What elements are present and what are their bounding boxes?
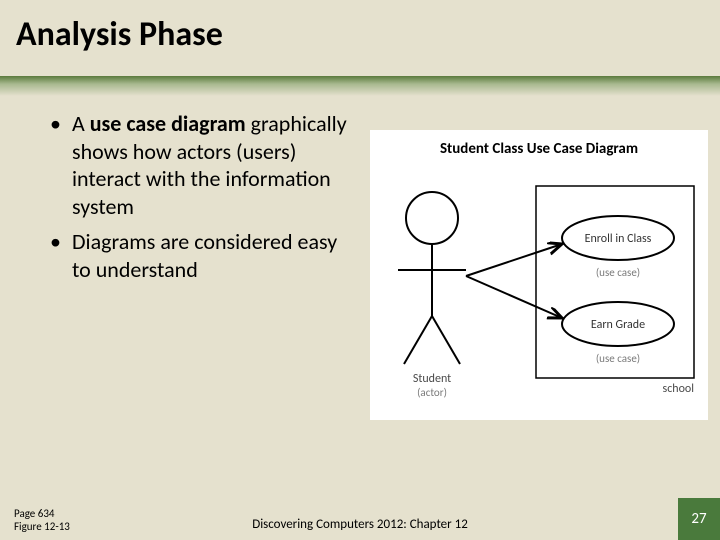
diagram-svg: Student (actor) school Enroll in Class (…: [370, 166, 708, 418]
edge-enroll: [466, 244, 562, 276]
bullet-1-prefix: A: [72, 110, 90, 137]
slide-title: Analysis Phase: [0, 0, 720, 55]
use-case-diagram: Student Class Use Case Diagram Student (…: [370, 130, 708, 420]
actor-label: Student: [413, 372, 451, 386]
bullet-2-text: Diagrams are considered easy to understa…: [72, 228, 337, 283]
page-number-badge: 27: [678, 498, 720, 540]
footer-center: Discovering Computers 2012: Chapter 12: [0, 517, 720, 532]
edge-earn: [466, 276, 562, 318]
actor-student: [398, 192, 466, 364]
bullet-content: A use case diagram graphically shows how…: [50, 110, 350, 291]
bullet-1: A use case diagram graphically shows how…: [50, 110, 350, 220]
usecase-enroll-sublabel: (use case): [596, 266, 640, 279]
usecase-enroll-label: Enroll in Class: [585, 232, 652, 246]
diagram-title: Student Class Use Case Diagram: [370, 130, 708, 158]
bullet-1-bold: use case diagram: [90, 110, 246, 137]
actor-sublabel: (actor): [417, 386, 447, 399]
title-divider: [0, 76, 720, 96]
usecase-earn-sublabel: (use case): [596, 352, 640, 365]
boundary-label: school: [663, 382, 694, 396]
usecase-earn-label: Earn Grade: [591, 318, 645, 332]
bullet-2: Diagrams are considered easy to understa…: [50, 228, 350, 283]
system-boundary: [536, 186, 694, 378]
